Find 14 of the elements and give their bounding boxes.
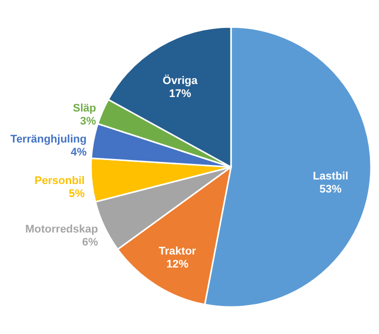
data-label: 6%	[82, 236, 98, 249]
slice-label: Traktor	[158, 245, 197, 258]
data-label: 4%	[70, 146, 87, 158]
slice-label: Övriga	[162, 74, 198, 87]
slice-label: Lastbil	[312, 170, 348, 182]
data-label: 3%	[80, 116, 96, 128]
data-label: 53%	[320, 183, 342, 196]
slice-label: Terränghjuling	[10, 133, 87, 146]
slice-label: Motorredskap	[25, 224, 98, 236]
data-label: 5%	[68, 188, 85, 200]
slice-label: Personbil	[34, 174, 85, 187]
data-label: 17%	[169, 88, 192, 100]
data-label: 12%	[166, 258, 189, 270]
slice-label: Släp	[72, 102, 96, 115]
